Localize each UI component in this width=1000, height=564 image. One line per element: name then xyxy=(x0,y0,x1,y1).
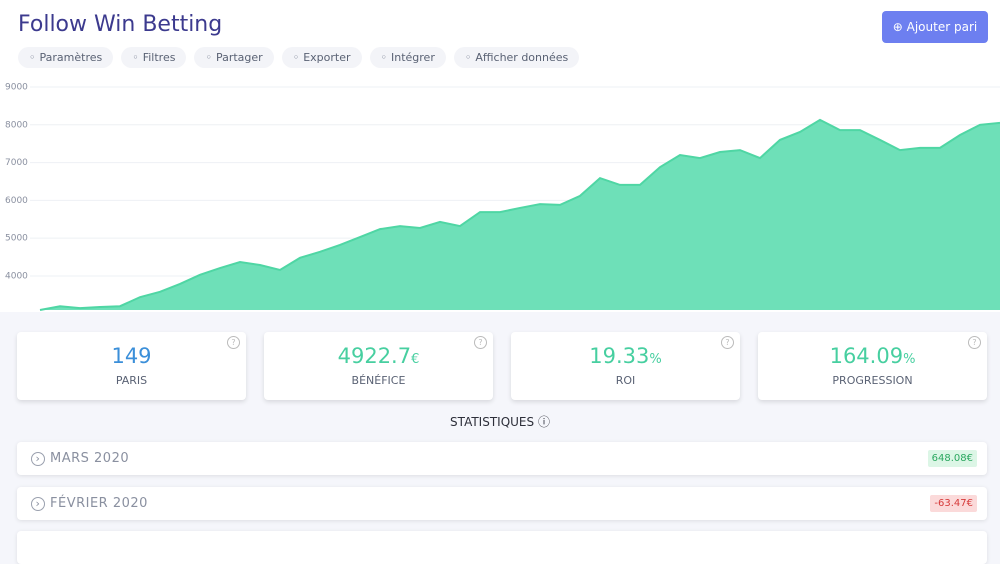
stat-label: PROGRESSION xyxy=(832,374,913,387)
stat-card: ? 164.09% PROGRESSION xyxy=(758,332,987,400)
month-row[interactable]: FÉVRIER 2020 -63.47€ xyxy=(17,487,987,520)
help-icon[interactable]: ? xyxy=(721,336,734,349)
stat-value: 164.09% xyxy=(758,344,987,368)
month-amount: -63.47€ xyxy=(930,495,977,512)
y-tick-label: 4000 xyxy=(5,271,28,281)
month-amount: 648.08€ xyxy=(927,450,977,467)
stat-card: ? 19.33% ROI xyxy=(511,332,740,400)
chart: 4000 5000 6000 7000 8000 9000 xyxy=(5,83,1000,311)
stat-number: 19.33 xyxy=(589,344,650,368)
stat-card: ? 149 PARIS xyxy=(17,332,246,400)
y-tick-label: 8000 xyxy=(5,120,28,130)
stat-card: ? 4922.7€ BÉNÉFICE xyxy=(264,332,493,400)
stat-number: 149 xyxy=(111,344,152,368)
heading-text: STATISTIQUES xyxy=(450,415,535,429)
stat-label: ROI xyxy=(615,374,636,387)
stat-unit: € xyxy=(411,352,420,367)
page: Follow Win Betting ⊕ Ajouter pari Paramè… xyxy=(0,0,1000,537)
month-row[interactable]: MARS 2020 648.08€ xyxy=(17,442,987,475)
stat-label: PARIS xyxy=(115,374,148,387)
area xyxy=(40,119,1000,310)
button-text[interactable]: Ajouter pari xyxy=(906,20,978,34)
toolbar-button[interactable]: Afficher données xyxy=(453,47,580,68)
help-icon[interactable]: ? xyxy=(474,336,487,349)
help-icon[interactable]: ? xyxy=(968,336,981,349)
y-tick-label: 6000 xyxy=(5,196,28,206)
toolbar: Paramètres Filtres Partager Exporter Intégre… xyxy=(18,47,580,68)
title: Follow Win Betting xyxy=(18,12,223,37)
month-label: FÉVRIER 2020 xyxy=(31,496,148,511)
button-label: ⊕ xyxy=(892,20,907,34)
toolbar-button[interactable]: Exporter xyxy=(281,47,362,68)
line xyxy=(39,118,1000,311)
y-tick-label: 9000 xyxy=(5,83,28,93)
month-row-partial xyxy=(17,531,987,564)
statistics-heading[interactable]: STATISTIQUES ⓘ xyxy=(450,415,550,429)
toolbar-button[interactable]: Intégrer xyxy=(369,47,446,68)
stat-label: BÉNÉFICE xyxy=(351,374,406,387)
stat-value: 19.33% xyxy=(511,344,740,368)
stat-number: 164.09 xyxy=(829,344,904,368)
y-tick-label: 7000 xyxy=(5,158,28,168)
toolbar-button[interactable]: Filtres xyxy=(121,47,187,68)
stat-number: 4922.7 xyxy=(337,344,412,368)
stat-value: 4922.7€ xyxy=(264,344,493,368)
stat-value: 149 xyxy=(17,344,246,368)
toolbar-button[interactable]: Paramètres xyxy=(18,47,114,68)
add-bet-button[interactable]: ⊕ Ajouter pari xyxy=(882,11,988,43)
month-label: MARS 2020 xyxy=(31,451,129,466)
toolbar-button[interactable]: Partager xyxy=(194,47,274,68)
help-icon[interactable]: ? xyxy=(227,336,240,349)
header-area: Follow Win Betting ⊕ Ajouter pari Paramè… xyxy=(0,0,1000,312)
stat-unit: % xyxy=(903,352,916,367)
stat-unit: % xyxy=(649,352,662,367)
y-tick-label: 5000 xyxy=(5,234,28,244)
